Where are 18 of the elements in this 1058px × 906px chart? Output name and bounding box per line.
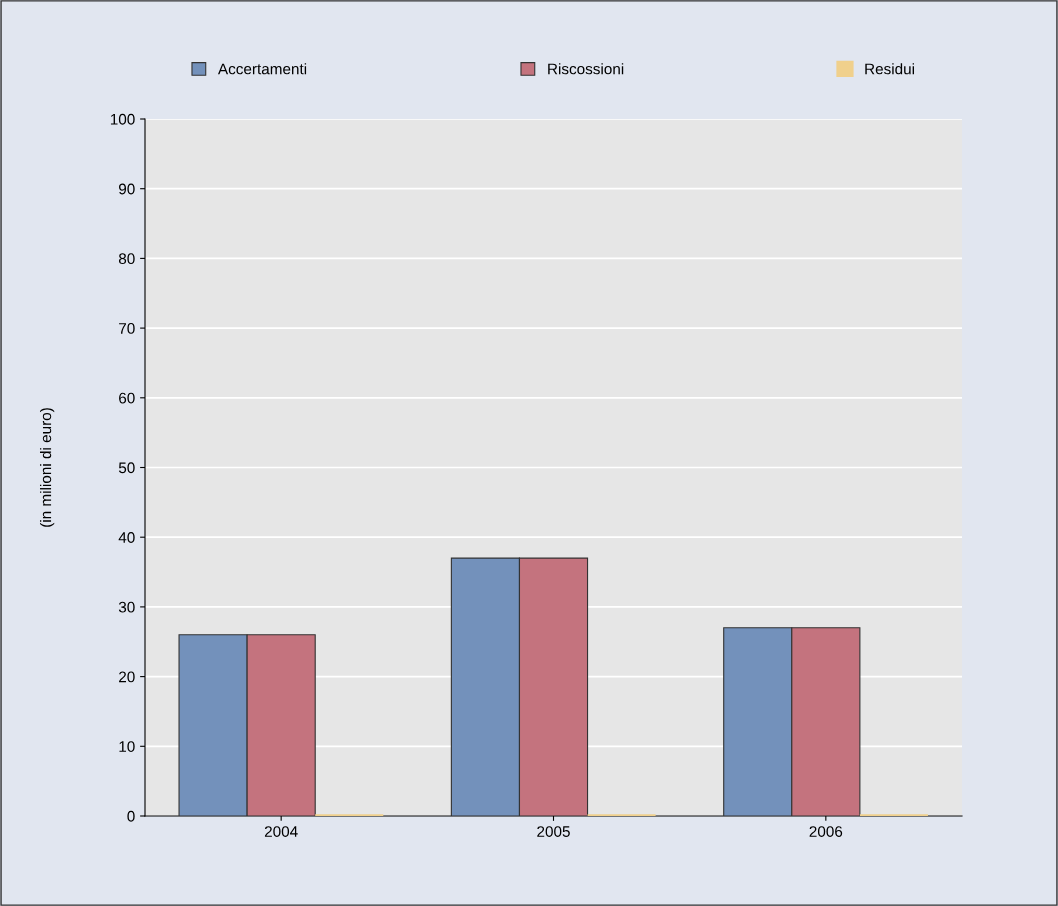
x-tick-label: 2006 [809,826,843,837]
y-tick-label: 40 [118,532,135,543]
x-tick-label: 2004 [264,826,298,837]
legend-label: Residui [865,63,914,75]
y-tick-label: 70 [119,322,135,334]
y-tick-label: 30 [118,601,135,613]
legend-label: Riscossioni [548,63,624,75]
y-tick-label: 20 [119,671,135,683]
y-tick-label: 60 [119,392,135,404]
y-tick-label: 10 [119,741,135,752]
y-tick-label: 100 [110,113,135,125]
y-tick-label: 90 [119,183,135,195]
x-tick-label: 2005 [537,826,570,837]
y-tick-label: 50 [118,462,135,474]
y-tick-label: 80 [118,253,135,265]
y-tick-label: 0 [127,810,135,822]
legend-label: Accertamenti [217,63,307,75]
y-axis-title: (in milioni di euro) [39,408,55,527]
